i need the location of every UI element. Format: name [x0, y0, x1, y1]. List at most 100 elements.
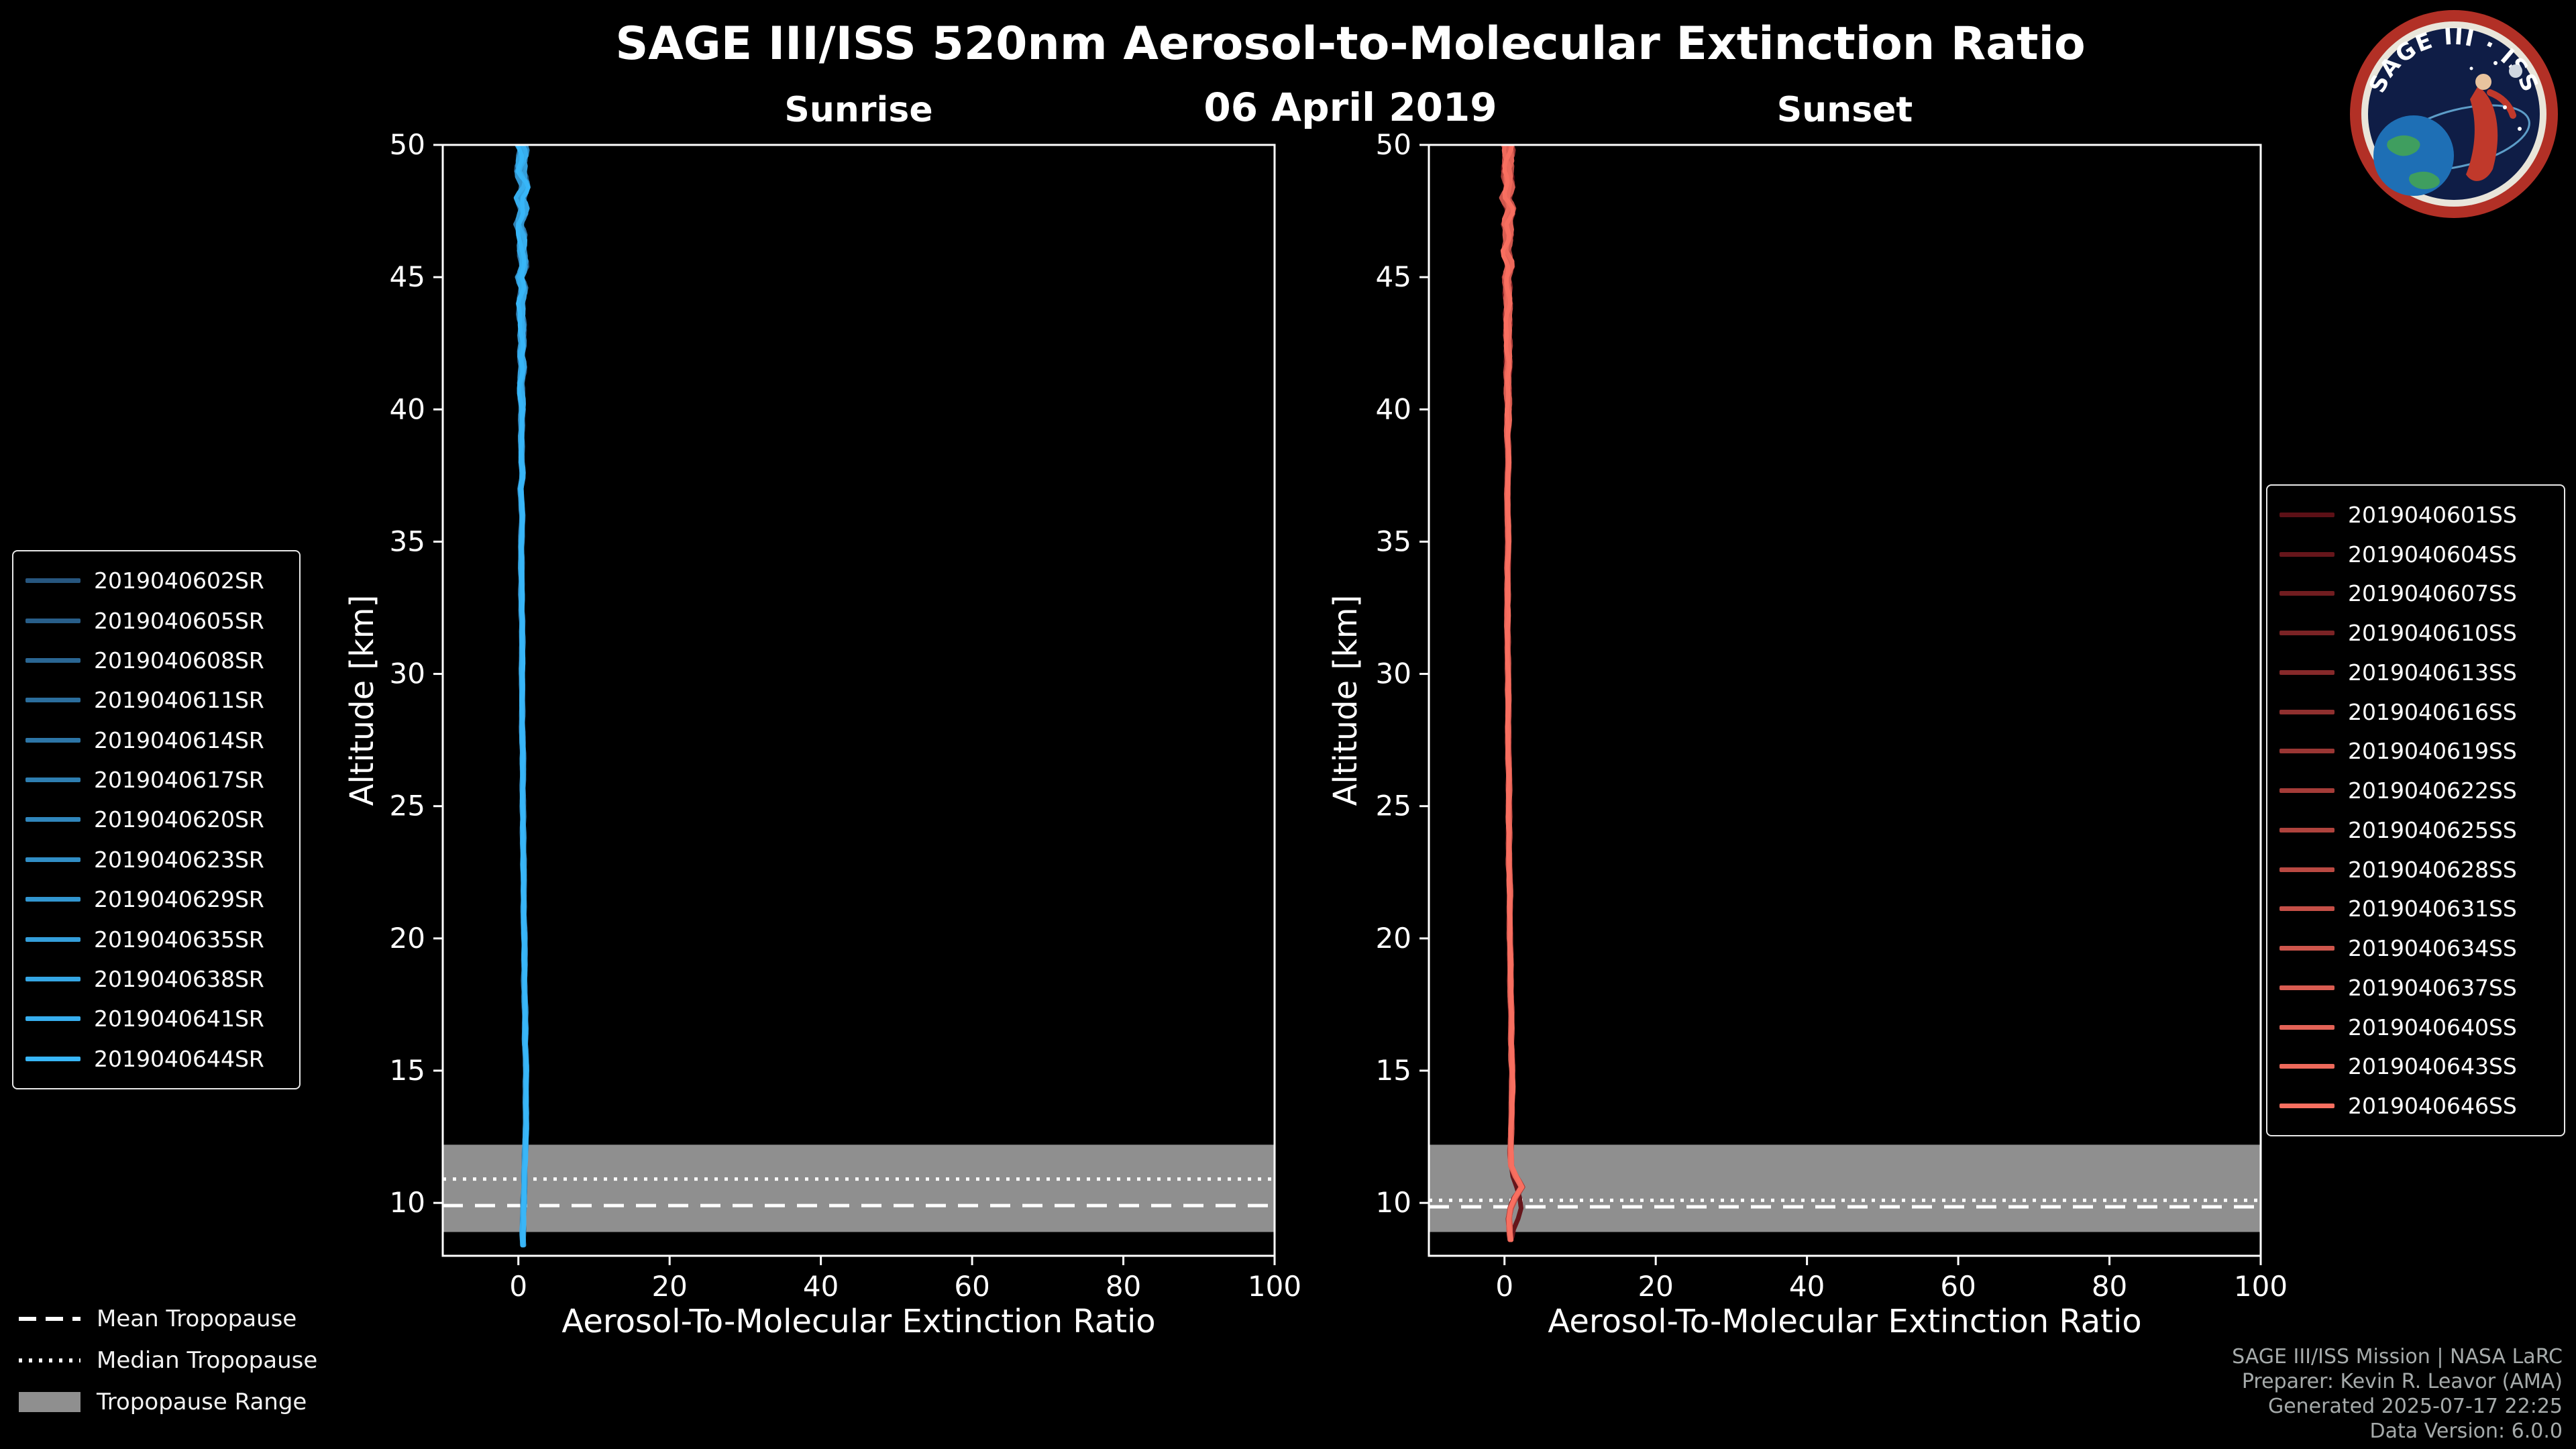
y-tick-label: 35	[1376, 525, 1411, 557]
legend-event-label: 2019040622SS	[2348, 777, 2517, 804]
x-tick-label: 0	[1495, 1270, 1513, 1303]
x-tick-label: 60	[1940, 1270, 1976, 1303]
legend-event-label: 2019040611SR	[94, 687, 264, 714]
y-tick-label: 10	[1376, 1186, 1411, 1219]
sunset-y-axis-label: Altitude [km]	[1327, 594, 1364, 806]
legend-event-label: 2019040610SS	[2348, 620, 2517, 647]
legend-event-label: 2019040641SR	[94, 1006, 264, 1032]
legend-line-swatch	[25, 737, 80, 743]
y-tick-label: 10	[390, 1186, 425, 1219]
legend-item: 2019040637SS	[2279, 969, 2552, 1007]
footer-attribution: SAGE III/ISS Mission | NASA LaRC Prepare…	[2232, 1344, 2563, 1444]
legend-line-swatch	[25, 857, 80, 862]
median-tropopause-legend-item: Median Tropopause	[19, 1346, 317, 1375]
sunset-legend: 2019040601SS 2019040604SS 2019040607SS 2019…	[2266, 484, 2565, 1136]
legend-item: 2019040638SR	[25, 960, 287, 998]
y-tick-label: 35	[390, 525, 425, 557]
legend-item: 2019040629SR	[25, 880, 287, 918]
logo-moon	[2509, 64, 2522, 78]
legend-event-label: 2019040602SR	[94, 568, 264, 594]
y-tick-label: 45	[1376, 260, 1411, 293]
legend-line-swatch	[25, 1056, 80, 1061]
legend-item: 2019040643SS	[2279, 1047, 2552, 1085]
profile-lines	[513, 145, 531, 1248]
legend-item: 2019040602SR	[25, 561, 287, 600]
tropopause-range-legend-item: Tropopause Range	[19, 1387, 317, 1417]
tropopause-legend: Mean Tropopause Median Tropopause Tropop…	[19, 1304, 317, 1417]
date-subtitle: 06 April 2019	[1203, 85, 1497, 130]
sunset-panel-title: Sunset	[1776, 90, 1913, 130]
legend-event-label: 2019040604SS	[2348, 541, 2517, 568]
legend-item: 2019040607SS	[2279, 574, 2552, 612]
legend-item: 2019040640SS	[2279, 1008, 2552, 1046]
y-tick-label: 45	[390, 260, 425, 293]
legend-item: 2019040611SR	[25, 681, 287, 719]
legend-item: 2019040634SS	[2279, 929, 2552, 967]
legend-line-swatch	[25, 698, 80, 703]
tropopause-range-band	[1429, 1144, 2261, 1232]
legend-line-swatch	[2279, 985, 2334, 990]
logo-star	[2493, 61, 2498, 65]
legend-event-label: 2019040616SS	[2348, 698, 2517, 725]
sunrise-legend: 2019040602SR 2019040605SR 2019040608SR 2019…	[12, 550, 301, 1089]
sunset-plot: 0 20 40 60 80 100 10 15 20 25 30 35 40 45 50	[1376, 128, 2288, 1303]
median-tropopause-label: Median Tropopause	[97, 1347, 318, 1374]
y-tick-label: 30	[390, 657, 425, 690]
legend-line-swatch	[25, 936, 80, 942]
legend-line-swatch	[2279, 631, 2334, 636]
legend-event-label: 2019040635SR	[94, 926, 264, 953]
legend-line-swatch	[2279, 827, 2334, 833]
legend-event-label: 2019040634SS	[2348, 935, 2517, 962]
legend-line-swatch	[25, 618, 80, 623]
mean-tropopause-label: Mean Tropopause	[97, 1305, 297, 1332]
y-tick-label: 50	[390, 128, 425, 161]
dashed-line-swatch	[19, 1317, 80, 1321]
legend-event-label: 2019040644SR	[94, 1045, 264, 1072]
sunset-x-axis-label: Aerosol-To-Molecular Extinction Ratio	[1548, 1303, 2142, 1340]
legend-line-swatch	[2279, 1104, 2334, 1109]
legend-item: 2019040605SR	[25, 602, 287, 640]
legend-event-label: 2019040607SS	[2348, 580, 2517, 607]
gray-band-swatch	[19, 1392, 80, 1412]
legend-item: 2019040617SR	[25, 761, 287, 799]
dotted-line-swatch	[19, 1358, 80, 1362]
legend-item: 2019040625SS	[2279, 811, 2552, 849]
legend-item: 2019040628SS	[2279, 851, 2552, 889]
legend-line-swatch	[25, 657, 80, 663]
legend-item: 2019040644SR	[25, 1040, 287, 1078]
x-tick-label: 100	[2234, 1270, 2288, 1303]
logo-star	[2518, 127, 2522, 131]
x-tick-label: 100	[1248, 1270, 1301, 1303]
logo-figure-head	[2475, 74, 2491, 90]
legend-event-label: 2019040620SR	[94, 806, 264, 833]
legend-event-label: 2019040640SS	[2348, 1014, 2517, 1040]
tropopause-range-band	[443, 1144, 1275, 1232]
legend-item: 2019040616SS	[2279, 693, 2552, 731]
y-tick-label: 30	[1376, 657, 1411, 690]
sage-iss-mission-logo: SAGE III · ISS	[2350, 10, 2558, 218]
legend-item: 2019040623SR	[25, 841, 287, 879]
legend-event-label: 2019040617SR	[94, 767, 264, 794]
legend-event-label: 2019040601SS	[2348, 501, 2517, 528]
x-tick-label: 40	[1789, 1270, 1825, 1303]
legend-line-swatch	[2279, 1024, 2334, 1030]
legend-line-swatch	[2279, 906, 2334, 912]
sunrise-x-axis-label: Aerosol-To-Molecular Extinction Ratio	[561, 1303, 1156, 1340]
x-tick-label: 40	[803, 1270, 839, 1303]
axes-frame	[1428, 144, 2262, 1257]
legend-line-swatch	[2279, 551, 2334, 557]
footer-mission-line: SAGE III/ISS Mission | NASA LaRC	[2232, 1345, 2563, 1368]
legend-item: 2019040641SR	[25, 1000, 287, 1038]
legend-line-swatch	[2279, 512, 2334, 517]
footer-generated-line: Generated 2025-07-17 22:25	[2267, 1395, 2563, 1418]
legend-event-label: 2019040637SS	[2348, 974, 2517, 1001]
sunrise-y-axis-label: Altitude [km]	[343, 594, 381, 806]
legend-event-label: 2019040619SS	[2348, 738, 2517, 765]
y-tick-label: 20	[390, 922, 425, 955]
event-profile-line	[1500, 145, 1525, 1242]
legend-line-swatch	[2279, 946, 2334, 951]
legend-item: 2019040620SR	[25, 800, 287, 839]
legend-event-label: 2019040623SR	[94, 846, 264, 873]
legend-line-swatch	[25, 817, 80, 822]
logo-earth-land	[2387, 135, 2420, 156]
